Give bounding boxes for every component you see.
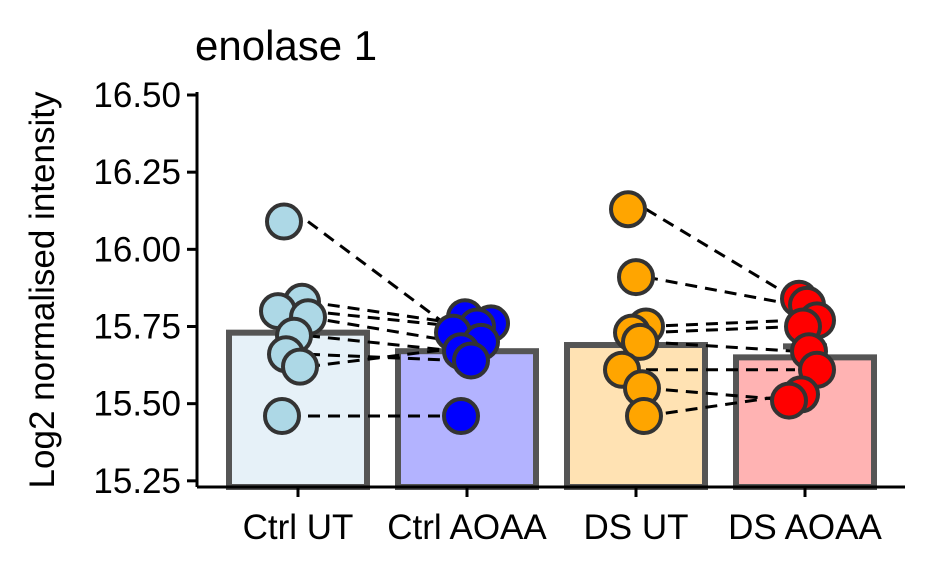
data-point bbox=[452, 341, 490, 380]
x-tick-label: DS UT bbox=[584, 508, 689, 547]
pair-lines-layer bbox=[307, 207, 796, 418]
y-tick-label: 16.50 bbox=[93, 76, 181, 115]
data-point bbox=[609, 190, 647, 229]
data-point bbox=[625, 397, 663, 436]
points-layer bbox=[259, 190, 836, 436]
pair-line bbox=[645, 392, 796, 418]
axes-layer: 15.25 15.50 15.75 16.00 16.25 16.50 Ctrl UT Ctr… bbox=[93, 76, 905, 547]
pair-line bbox=[645, 318, 796, 328]
y-tick-label: 15.50 bbox=[93, 385, 181, 424]
x-tick-label: Ctrl AOAA bbox=[387, 508, 547, 547]
pair-line bbox=[645, 324, 796, 335]
data-point bbox=[770, 381, 808, 420]
pair-line bbox=[307, 300, 458, 325]
pair-line bbox=[307, 334, 458, 353]
pair-line bbox=[307, 352, 458, 362]
data-point bbox=[442, 397, 480, 436]
pair-line bbox=[307, 315, 458, 344]
pair-line bbox=[645, 340, 796, 353]
x-tick-label: DS AOAA bbox=[728, 508, 882, 547]
data-point bbox=[281, 347, 319, 386]
pair-line bbox=[307, 220, 458, 334]
pair-line bbox=[645, 207, 796, 301]
data-point bbox=[265, 202, 303, 241]
x-tick-label: Ctrl UT bbox=[243, 508, 354, 547]
chart-title: enolase 1 bbox=[195, 22, 377, 69]
y-axis-title: Log2 normalised intensity bbox=[23, 91, 62, 488]
y-tick-label: 16.25 bbox=[93, 153, 181, 192]
y-tick-label: 15.75 bbox=[93, 307, 181, 346]
data-point bbox=[617, 258, 655, 297]
data-point bbox=[263, 397, 301, 436]
pair-line bbox=[307, 309, 458, 328]
pair-line bbox=[645, 275, 796, 307]
data-point bbox=[621, 322, 659, 361]
y-tick-label: 15.25 bbox=[93, 462, 181, 501]
y-tick-label: 16.00 bbox=[93, 230, 181, 269]
pair-line bbox=[307, 346, 458, 369]
